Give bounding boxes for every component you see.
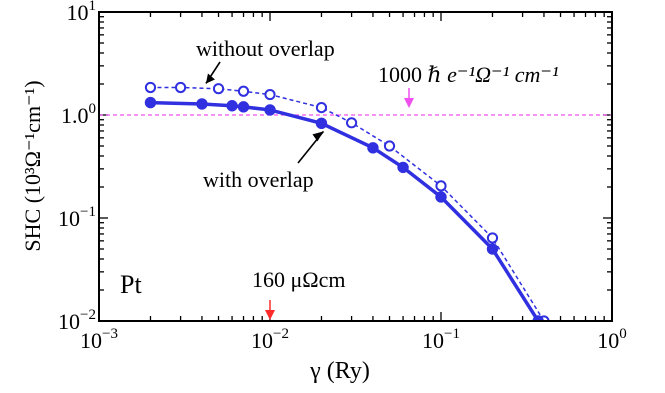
annotation-arrow-head: [205, 73, 215, 84]
data-point-with-overlap: [315, 117, 328, 130]
x-tick-label: 10−2: [251, 326, 289, 353]
series-group: [144, 81, 550, 321]
data-point-without-overlap: [144, 81, 157, 94]
data-point-without-overlap: [486, 232, 499, 244]
y-axis-label: SHC (10³Ω⁻¹cm⁻¹): [20, 80, 45, 251]
annotations: 1000 ℏ e⁻¹Ω⁻¹ cm⁻¹ 160 μΩcm without overla…: [196, 36, 559, 320]
data-point-without-overlap: [345, 117, 358, 129]
y-tick-label: 1.00: [61, 101, 96, 128]
data-point-without-overlap: [315, 101, 328, 114]
annotation-with-overlap: with overlap: [203, 167, 314, 192]
reference-arrow-head: [404, 98, 415, 108]
data-point-with-overlap: [486, 243, 499, 255]
resistivity-label: 160 μΩcm: [252, 267, 346, 292]
data-point-with-overlap: [237, 101, 250, 113]
plot-frame: [98, 11, 613, 322]
data-point-with-overlap: [196, 98, 208, 110]
annotation-without-overlap: without overlap: [196, 36, 335, 61]
data-point-without-overlap: [383, 140, 396, 152]
y-tick-label: 10−2: [58, 307, 96, 334]
data-point-with-overlap: [264, 104, 276, 116]
data-point-without-overlap: [264, 88, 276, 101]
data-point-without-overlap: [237, 85, 250, 97]
resistivity-arrow-head: [265, 310, 275, 320]
x-tick-label: 100: [597, 326, 627, 353]
data-point-with-overlap: [144, 96, 157, 109]
x-tick-label: 10−1: [422, 326, 460, 353]
data-point-with-overlap: [226, 100, 238, 112]
data-point-with-overlap: [435, 191, 447, 203]
x-axis-label: γ (Ry): [309, 358, 370, 384]
y-tick-label: 101: [67, 0, 97, 25]
data-point-with-overlap: [397, 161, 409, 174]
data-point-with-overlap: [367, 142, 379, 154]
data-point-without-overlap: [212, 83, 225, 95]
panel-label: Pt: [120, 270, 142, 299]
reference-line-label: 1000 ℏ e⁻¹Ω⁻¹ cm⁻¹: [378, 62, 559, 87]
annotation-arrow-head: [312, 131, 324, 142]
x-tick-label: 10−3: [80, 326, 118, 353]
data-point-without-overlap: [174, 81, 187, 94]
y-tick-label: 10−1: [58, 204, 96, 231]
axis-ticks: [98, 12, 612, 322]
data-point-without-overlap: [435, 180, 447, 192]
